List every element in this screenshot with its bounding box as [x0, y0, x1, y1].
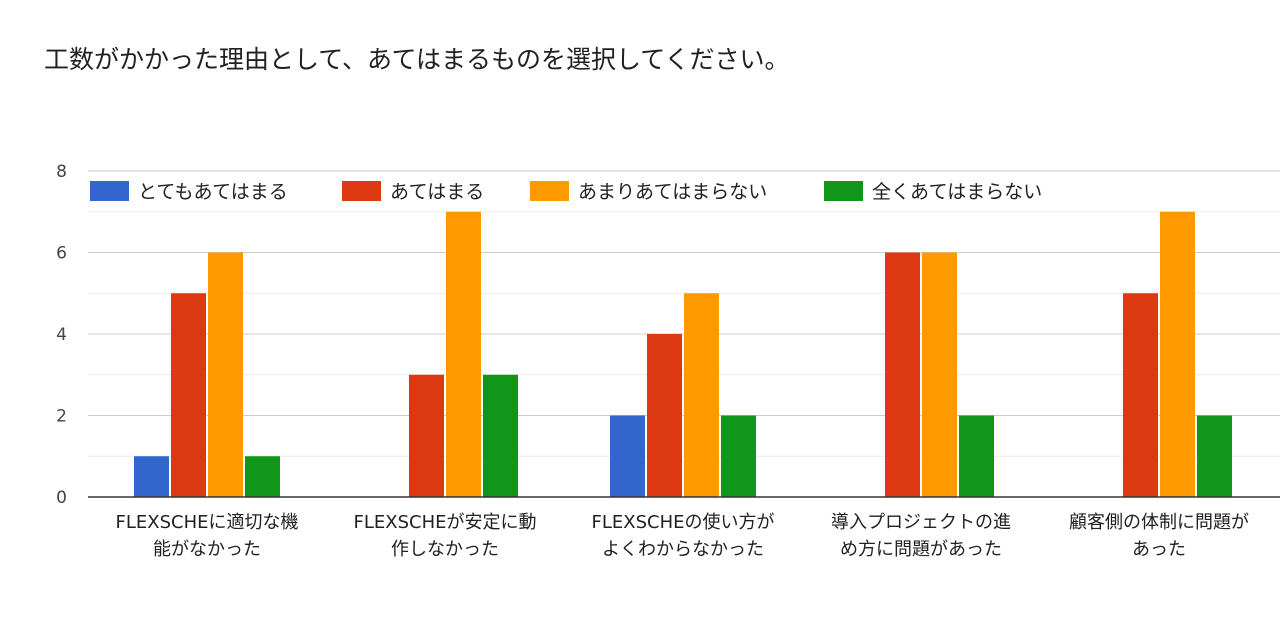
category-label-2-line-2: 作しなかった — [391, 539, 499, 560]
bar-1-series-2 — [171, 293, 206, 497]
legend-swatch-2 — [342, 181, 381, 201]
bar-3-series-2 — [647, 334, 682, 497]
bar-2-series-2 — [409, 374, 444, 497]
legend-swatch-4 — [824, 181, 863, 201]
category-label-2-line-1: FLEXSCHEが安定に動 — [354, 512, 537, 533]
axes: 0 2 4 6 8 — [56, 162, 1280, 508]
bar-5-series-2 — [1123, 293, 1158, 497]
category-label-3-line-2: よくわからなかった — [602, 539, 764, 560]
bar-1-series-4 — [245, 456, 280, 497]
category-label-5-line-1: 顧客側の体制に問題が — [1069, 512, 1249, 533]
bar-1-series-1 — [134, 456, 169, 497]
legend-label-3: あまりあてはまらない — [578, 181, 767, 203]
legend-label-2: あてはまる — [390, 181, 484, 203]
y-tick-label: 8 — [56, 162, 67, 182]
bar-2-series-4 — [483, 374, 518, 497]
legend-label-4: 全くあてはまらない — [872, 181, 1042, 203]
bar-1-series-3 — [208, 252, 243, 497]
chart-title: 工数がかかった理由として、あてはまるものを選択してください。 — [44, 45, 790, 74]
bar-4-series-2 — [885, 252, 920, 497]
bar-5-series-3 — [1160, 211, 1195, 497]
category-label-1-line-1: FLEXSCHEに適切な機 — [116, 512, 299, 533]
bar-4-series-3 — [922, 252, 957, 497]
category-label-1-line-2: 能がなかった — [153, 539, 261, 560]
category-label-4-line-2: め方に問題があった — [840, 539, 1002, 560]
y-tick-label: 6 — [56, 244, 67, 264]
legend-swatch-3 — [530, 181, 569, 201]
bars — [134, 211, 1232, 497]
bar-2-series-3 — [446, 211, 481, 497]
legend-label-1: とてもあてはまる — [138, 181, 288, 203]
category-label-4-line-1: 導入プロジェクトの進 — [831, 512, 1011, 533]
bar-5-series-4 — [1197, 415, 1232, 497]
bar-3-series-1 — [610, 415, 645, 497]
category-label-3-line-1: FLEXSCHEの使い方が — [592, 512, 775, 533]
bar-3-series-3 — [684, 293, 719, 497]
y-tick-label: 2 — [56, 407, 67, 427]
y-tick-label: 0 — [56, 488, 67, 508]
y-tick-label: 4 — [56, 325, 67, 345]
bar-4-series-4 — [959, 415, 994, 497]
legend: とてもあてはまる あてはまる あまりあてはまらない 全くあてはまらない — [90, 181, 1042, 203]
bar-3-series-4 — [721, 415, 756, 497]
legend-swatch-1 — [90, 181, 129, 201]
category-label-5-line-2: あった — [1132, 539, 1186, 560]
